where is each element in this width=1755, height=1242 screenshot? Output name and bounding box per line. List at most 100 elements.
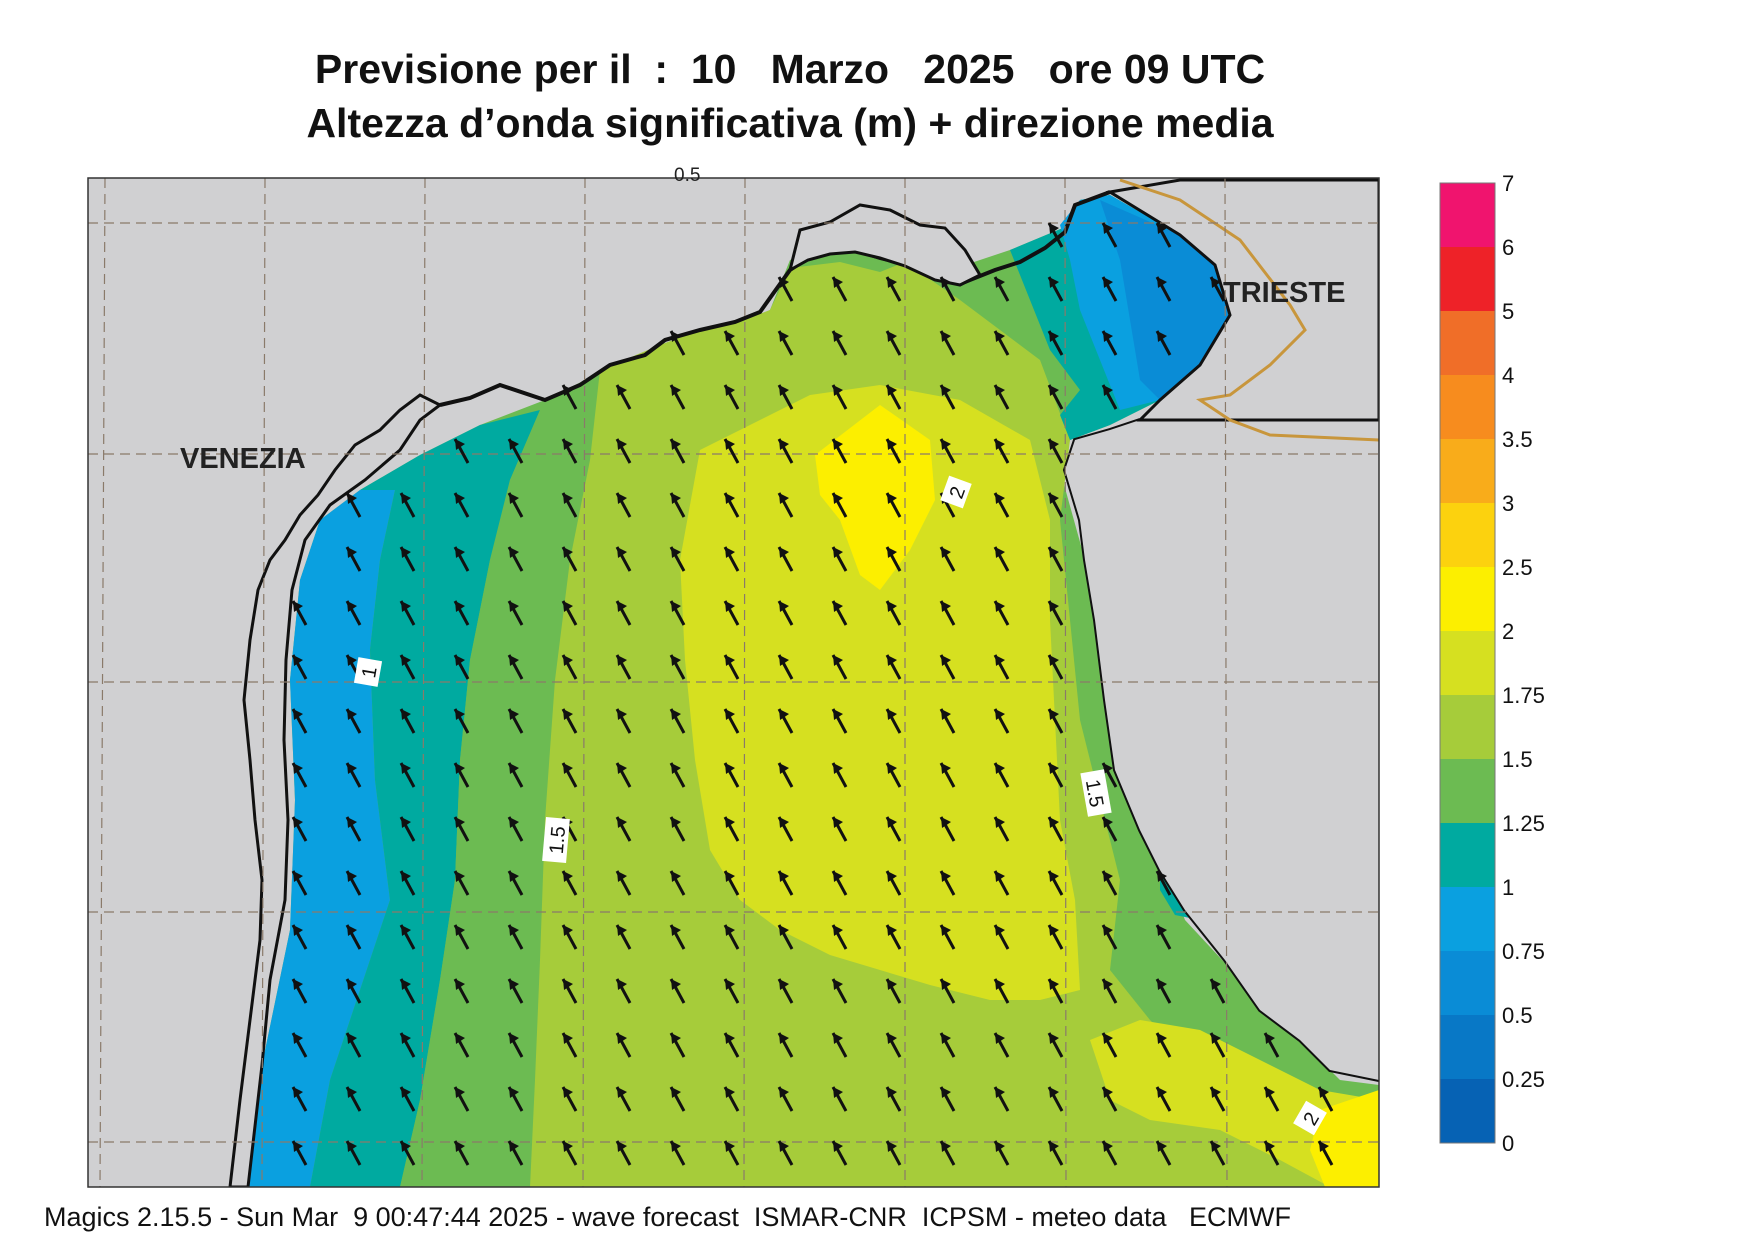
direction-arrowhead [509, 925, 519, 936]
legend-tick-label: 7 [1502, 171, 1514, 196]
direction-arrowhead [347, 871, 357, 882]
legend-tick-label: 5 [1502, 299, 1514, 324]
contour-label-top: 0.5 [674, 165, 700, 186]
direction-arrowhead [401, 1141, 411, 1152]
direction-arrowhead [779, 331, 789, 342]
direction-arrowhead [887, 925, 897, 936]
direction-arrowhead [401, 763, 411, 774]
direction-arrowhead [1211, 277, 1221, 288]
direction-arrowhead [617, 709, 627, 720]
direction-arrowhead [1049, 493, 1059, 504]
legend-tick-label: 0.25 [1502, 1067, 1545, 1092]
direction-arrowhead [725, 547, 735, 558]
direction-arrowhead [455, 1087, 465, 1098]
label-venezia: VENEZIA [180, 443, 306, 475]
direction-arrowhead [347, 547, 357, 558]
direction-arrowhead [509, 871, 519, 882]
direction-arrowhead [995, 1141, 1005, 1152]
direction-arrowhead [617, 385, 627, 396]
legend-swatch [1440, 567, 1495, 631]
legend-swatch [1440, 375, 1495, 439]
direction-arrowhead [509, 709, 519, 720]
direction-arrowhead [401, 493, 411, 504]
direction-arrowhead [509, 601, 519, 612]
direction-arrowhead [995, 871, 1005, 882]
footer-credits: Magics 2.15.5 - Sun Mar 9 00:47:44 2025 … [44, 1202, 1291, 1232]
direction-arrowhead [1157, 1033, 1167, 1044]
direction-arrowhead [401, 1033, 411, 1044]
legend-swatch [1440, 503, 1495, 567]
direction-arrowhead [941, 871, 951, 882]
direction-arrowhead [1049, 925, 1059, 936]
direction-arrowhead [293, 1141, 303, 1152]
direction-arrowhead [833, 277, 843, 288]
direction-arrowhead [347, 979, 357, 990]
direction-arrowhead [617, 925, 627, 936]
direction-arrowhead [671, 763, 681, 774]
direction-arrowhead [563, 1087, 573, 1098]
direction-arrowhead [1319, 1087, 1329, 1098]
direction-arrowhead [887, 979, 897, 990]
direction-arrowhead [995, 979, 1005, 990]
direction-arrowhead [1049, 817, 1059, 828]
direction-arrowhead [617, 979, 627, 990]
direction-arrowhead [995, 547, 1005, 558]
legend-swatch [1440, 695, 1495, 759]
direction-arrowhead [455, 871, 465, 882]
direction-arrowhead [995, 601, 1005, 612]
direction-arrowhead [671, 439, 681, 450]
direction-arrowhead [1049, 547, 1059, 558]
direction-arrowhead [941, 1033, 951, 1044]
direction-arrowhead [347, 655, 357, 666]
direction-arrowhead [563, 655, 573, 666]
direction-arrowhead [725, 871, 735, 882]
direction-arrowhead [455, 655, 465, 666]
direction-arrowhead [347, 763, 357, 774]
direction-arrowhead [455, 601, 465, 612]
direction-arrowhead [617, 601, 627, 612]
direction-arrowhead [725, 1033, 735, 1044]
direction-arrowhead [725, 331, 735, 342]
direction-arrowhead [1319, 1141, 1329, 1152]
direction-arrowhead [563, 493, 573, 504]
direction-arrowhead [455, 493, 465, 504]
direction-arrowhead [1103, 1033, 1113, 1044]
direction-arrowhead [1103, 331, 1113, 342]
direction-arrowhead [941, 979, 951, 990]
direction-arrowhead [941, 763, 951, 774]
direction-arrowhead [1049, 655, 1059, 666]
direction-arrowhead [347, 1033, 357, 1044]
direction-arrowhead [833, 925, 843, 936]
band-25-southeast [1310, 1090, 1379, 1187]
direction-arrowhead [887, 601, 897, 612]
direction-arrowhead [1157, 331, 1167, 342]
direction-arrowhead [1049, 709, 1059, 720]
direction-arrowhead [563, 763, 573, 774]
direction-arrowhead [1157, 1087, 1167, 1098]
direction-arrowhead [1103, 1087, 1113, 1098]
direction-arrowhead [293, 979, 303, 990]
contour-label-east-15: 1.5 [1080, 769, 1112, 817]
direction-arrowhead [833, 763, 843, 774]
direction-arrowhead [1265, 1087, 1275, 1098]
direction-arrowhead [1157, 1141, 1167, 1152]
direction-arrowhead [563, 439, 573, 450]
direction-arrowhead [509, 817, 519, 828]
direction-arrowhead [293, 817, 303, 828]
direction-arrowhead [293, 925, 303, 936]
direction-arrowhead [995, 493, 1005, 504]
direction-arrowhead [347, 493, 357, 504]
direction-arrowhead [833, 331, 843, 342]
direction-arrowhead [563, 871, 573, 882]
direction-arrowhead [617, 547, 627, 558]
legend-tick-label: 1 [1502, 875, 1514, 900]
legend-swatch [1440, 631, 1495, 695]
color-scale-legend: 7 6 5 4 3.5 3 2.5 2 1.75 1.5 1.25 1 0.75 0.5 0.25 0 [1439, 171, 1545, 1156]
direction-arrowhead [1211, 1087, 1221, 1098]
direction-arrowhead [779, 871, 789, 882]
direction-arrowhead [401, 655, 411, 666]
direction-arrowhead [671, 493, 681, 504]
direction-arrowhead [1103, 385, 1113, 396]
direction-arrowhead [563, 925, 573, 936]
direction-arrowhead [1265, 1141, 1275, 1152]
